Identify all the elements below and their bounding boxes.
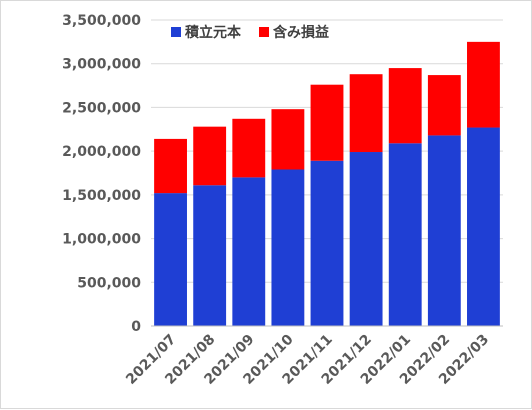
y-tick-label: 3,000,000 xyxy=(62,57,141,73)
legend-label: 含み損益 xyxy=(273,24,329,41)
y-tick-label: 1,500,000 xyxy=(62,188,141,204)
legend-swatch xyxy=(171,27,181,37)
bars xyxy=(154,41,500,326)
y-tick-label: 3,500,000 xyxy=(62,13,141,29)
y-tick-label: 2,000,000 xyxy=(62,144,141,160)
y-tick-label: 1,000,000 xyxy=(62,232,141,248)
bar-segment-unrealized-gain xyxy=(349,74,383,153)
y-tick-label: 0 xyxy=(131,319,141,335)
bar-segment-principal xyxy=(154,193,187,326)
bar-segment-unrealized-gain xyxy=(232,118,266,178)
y-axis: 0 500,000 1,000,000 1,500,000 2,000,000 2,500… xyxy=(62,13,141,335)
legend: 積立元本 含み損益 xyxy=(171,24,329,41)
y-tick-label: 2,500,000 xyxy=(62,100,141,116)
bar-segment-unrealized-gain xyxy=(467,41,500,128)
bar-segment-principal xyxy=(193,185,227,326)
bar-segment-principal xyxy=(427,135,461,326)
bar-segment-unrealized-gain xyxy=(310,84,344,161)
bar-segment-principal xyxy=(467,127,500,326)
bar-segment-principal xyxy=(388,143,422,326)
legend-swatch xyxy=(259,27,269,37)
legend-label: 積立元本 xyxy=(184,24,242,41)
x-axis: 2021/072021/082021/092021/102021/112021/… xyxy=(123,325,503,388)
bar-segment-principal xyxy=(232,177,266,326)
bar-segment-unrealized-gain xyxy=(388,68,422,144)
bar-segment-unrealized-gain xyxy=(154,138,187,194)
bar-segment-unrealized-gain xyxy=(427,75,461,136)
y-tick-label: 500,000 xyxy=(77,275,141,291)
bar-segment-principal xyxy=(271,169,305,326)
bar-segment-principal xyxy=(310,160,344,326)
bar-segment-unrealized-gain xyxy=(271,109,305,170)
bar-segment-unrealized-gain xyxy=(193,126,227,186)
bar-segment-principal xyxy=(349,152,383,326)
